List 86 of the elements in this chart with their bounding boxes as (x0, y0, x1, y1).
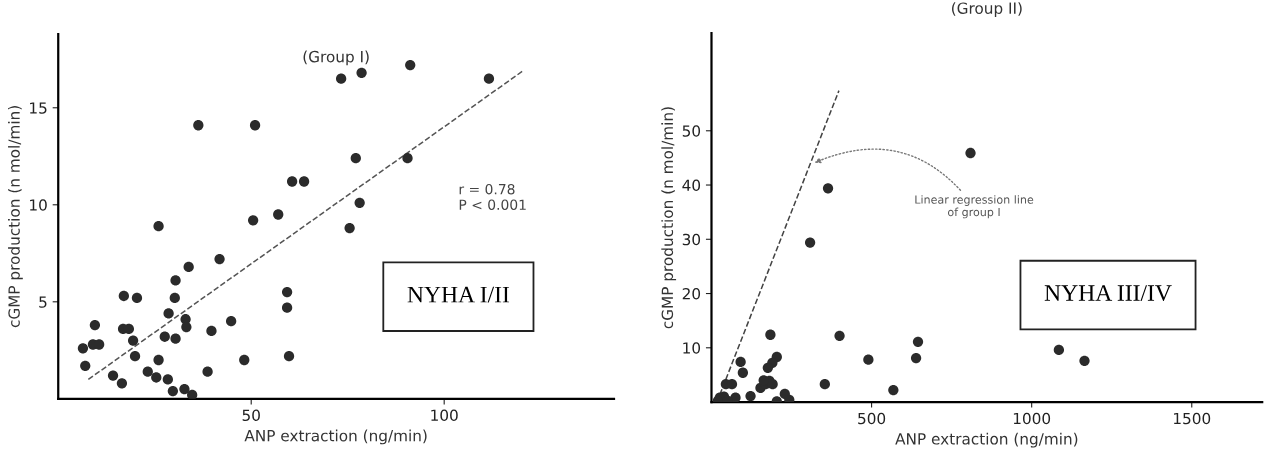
point (181, 321, 192, 333)
y-tick-label: 40 (682, 179, 701, 192)
y-tick-label: 10 (30, 199, 47, 211)
x-tick-label: 100 (431, 409, 458, 422)
annotation: Linear regression line of group I (915, 195, 1034, 219)
point (89, 319, 101, 331)
point (170, 333, 181, 344)
annotation: NYHA I/II (407, 286, 510, 303)
y-tick-label: 30 (682, 233, 701, 246)
point (202, 366, 213, 377)
annotation: NYHA III/IV (1044, 285, 1172, 302)
point (193, 120, 204, 131)
point (283, 350, 295, 362)
point (354, 197, 365, 208)
y-tick-label: 10 (683, 342, 701, 354)
point (298, 176, 310, 187)
point (187, 389, 198, 399)
point (131, 292, 143, 304)
point (910, 352, 922, 364)
point (116, 378, 128, 389)
y-tick-label: 5 (39, 296, 47, 308)
y-axis-title: cGMP production (n mol/min) (661, 107, 677, 329)
point (483, 73, 495, 84)
y-tick-label: 20 (682, 288, 701, 300)
x-tick-label: 500 (858, 412, 886, 425)
y-axis-title: cGMP production (n mol/min) (8, 106, 23, 328)
point (151, 372, 162, 383)
x-tick-label: 1000 (1013, 412, 1051, 425)
point (735, 356, 746, 368)
point (737, 367, 749, 378)
point (863, 354, 874, 365)
x-tick-label: 50 (242, 409, 260, 422)
x-axis-title: ANP extraction (ng/min) (895, 432, 1078, 448)
point (356, 67, 367, 78)
point (281, 286, 293, 298)
point (1079, 355, 1090, 366)
chart-title: (Group II) (952, 2, 1022, 17)
point (762, 362, 773, 374)
point (273, 209, 284, 220)
point (405, 59, 416, 71)
y-tick-label: 50 (682, 125, 701, 137)
x-tick-label: 1500 (1174, 412, 1211, 425)
point (170, 275, 181, 286)
point (118, 290, 129, 302)
annotation: r = 0.78 P < 0.001 (459, 183, 526, 210)
text: (Group I) (303, 50, 369, 66)
point (77, 343, 89, 354)
point (163, 308, 174, 319)
point (107, 370, 119, 381)
point (153, 220, 164, 232)
point (159, 331, 170, 342)
point (127, 335, 139, 346)
point (965, 147, 976, 159)
point (80, 360, 91, 371)
point (162, 374, 173, 385)
point (129, 350, 141, 362)
point (247, 215, 259, 226)
point (249, 120, 261, 131)
point (335, 73, 347, 84)
point (214, 253, 225, 265)
point (804, 237, 816, 248)
point (912, 336, 924, 347)
x-axis-title: ANP extraction (ng/min) (244, 429, 427, 445)
point (402, 153, 413, 164)
point (888, 384, 899, 396)
point (142, 366, 153, 377)
point (206, 325, 217, 337)
point (765, 329, 776, 340)
point (1053, 344, 1065, 356)
point (784, 394, 795, 403)
point (153, 354, 164, 366)
point (286, 176, 298, 187)
point (834, 330, 845, 341)
point (344, 222, 355, 234)
point (745, 390, 756, 402)
point (183, 261, 194, 273)
point (350, 153, 361, 164)
point (281, 302, 293, 313)
y-tick-label: 15 (30, 102, 47, 114)
point (179, 383, 190, 395)
point (819, 378, 830, 390)
point (225, 316, 237, 327)
point (239, 354, 250, 366)
point (167, 385, 179, 397)
point (169, 292, 180, 304)
point (822, 183, 834, 194)
